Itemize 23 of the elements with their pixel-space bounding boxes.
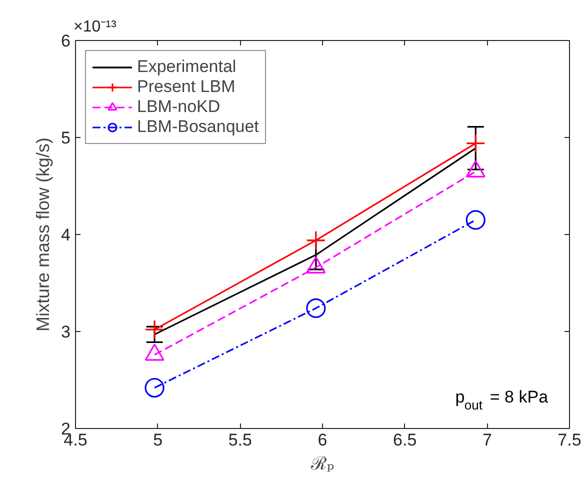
y-axis-title: Mixture mass flow (kg/s) — [33, 137, 54, 332]
x-tick-label: 6.5 — [393, 430, 417, 450]
point — [144, 320, 164, 340]
y-tick-label: 3 — [61, 322, 71, 342]
point — [144, 378, 164, 398]
point — [466, 134, 486, 154]
legend-label: LBM-noKD — [137, 97, 220, 117]
x-tick-label: 5 — [153, 430, 163, 450]
y-tick-label: 4 — [61, 226, 71, 244]
x-tick-label: 5.5 — [228, 430, 252, 450]
x-tick-label: 7 — [482, 430, 492, 450]
y-tick-label: 6 — [61, 32, 71, 50]
point — [306, 298, 326, 318]
y-tick-label: 5 — [61, 128, 71, 148]
legend-label: Experimental — [137, 57, 236, 77]
legend-label: Present LBM — [137, 77, 236, 97]
x-axis-title: ℛₚ — [310, 454, 334, 474]
point — [466, 210, 486, 230]
text: ×10⁻¹³ — [74, 18, 117, 36]
legend-label: LBM-Bosanquet — [137, 117, 259, 137]
x-tick-label: 6 — [318, 430, 328, 450]
point — [306, 230, 326, 250]
x-tick-label: 7.5 — [558, 430, 582, 450]
